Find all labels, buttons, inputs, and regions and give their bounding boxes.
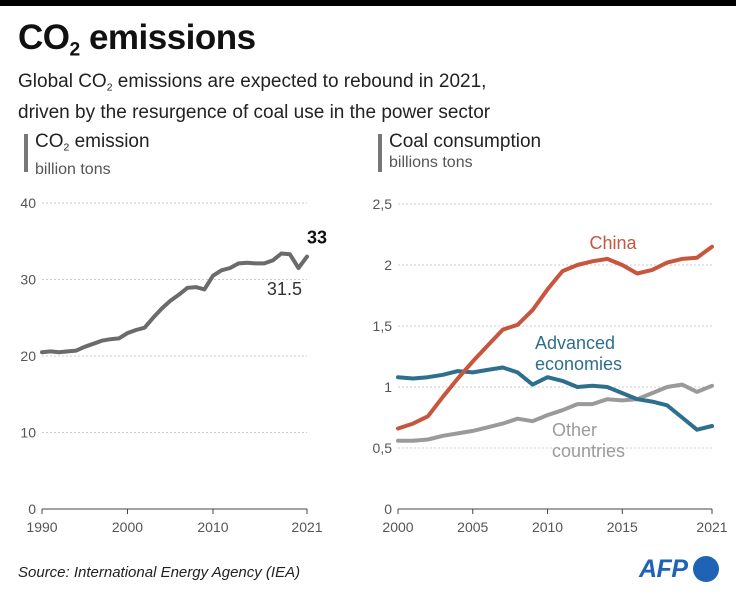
coal-x-tick-label: 2010 [532, 519, 563, 535]
coal-y-tick-label: 1,5 [373, 318, 393, 334]
coal-y-tick-label: 0,5 [373, 440, 393, 456]
co2-panel-marker [24, 134, 28, 172]
afp-logo-text: AFP [639, 555, 688, 583]
co2-y-tick-label: 10 [20, 425, 36, 441]
co2-x-tick-label: 2021 [291, 519, 322, 535]
coal-y-tick-label: 1 [384, 379, 392, 395]
coal-x-tick-label: 2005 [457, 519, 488, 535]
subtitle-line-1: Global CO2 emissions are expected to reb… [18, 71, 487, 94]
co2-2020-value-label: 31.5 [267, 279, 302, 299]
coal-series-label-advanced: Advanced [535, 333, 615, 353]
coal-y-tick-label: 2,5 [373, 196, 393, 212]
co2-panel-header: CO2 emission billion tons [24, 132, 150, 181]
coal-series-label-other: countries [552, 441, 625, 461]
subtitle-line-2: driven by the resurgence of coal use in … [18, 101, 491, 123]
coal-series-line-china [396, 244, 714, 431]
coal-series-label-china: China [589, 233, 637, 253]
coal-series-label-advanced: economies [535, 354, 622, 374]
co2-y-tick-label: 40 [20, 195, 36, 211]
coal-x-tick-label: 2021 [696, 519, 727, 535]
co2-y-tick-label: 0 [28, 501, 36, 517]
coal-panel-header: Coal consumption billions tons [378, 132, 541, 174]
coal-y-tick-label: 2 [384, 257, 392, 273]
page-title: CO2 emissions [18, 18, 256, 61]
source-note: Source: International Energy Agency (IEA… [18, 564, 301, 581]
co2-series-line [40, 251, 309, 355]
coal-panel-marker [378, 134, 382, 172]
afp-logo-dot-icon [693, 556, 719, 582]
coal-x-tick-label: 2015 [607, 519, 638, 535]
co2-panel-label: CO2 emission [35, 131, 150, 154]
coal-series-line-other [396, 382, 714, 443]
co2-2021-value-label: 33 [307, 228, 327, 248]
coal-panel-unit: billions tons [389, 154, 473, 171]
coal-series-label-other: Other [552, 420, 597, 440]
coal-x-tick-label: 2000 [382, 519, 413, 535]
coal-panel-label: Coal consumption [389, 131, 542, 152]
co2-x-tick-label: 1990 [26, 519, 57, 535]
page-subtitle: Global CO2 emissions are expected to reb… [18, 70, 490, 125]
top-rule [0, 0, 736, 6]
co2-x-tick-label: 2000 [112, 519, 143, 535]
co2-y-tick-label: 20 [20, 348, 36, 364]
coal-series-line-advanced [396, 365, 714, 432]
co2-panel-unit: billion tons [35, 160, 111, 178]
co2-x-tick-label: 2010 [197, 519, 228, 535]
coal-y-tick-label: 0 [384, 501, 392, 517]
co2-y-tick-label: 30 [20, 272, 36, 288]
